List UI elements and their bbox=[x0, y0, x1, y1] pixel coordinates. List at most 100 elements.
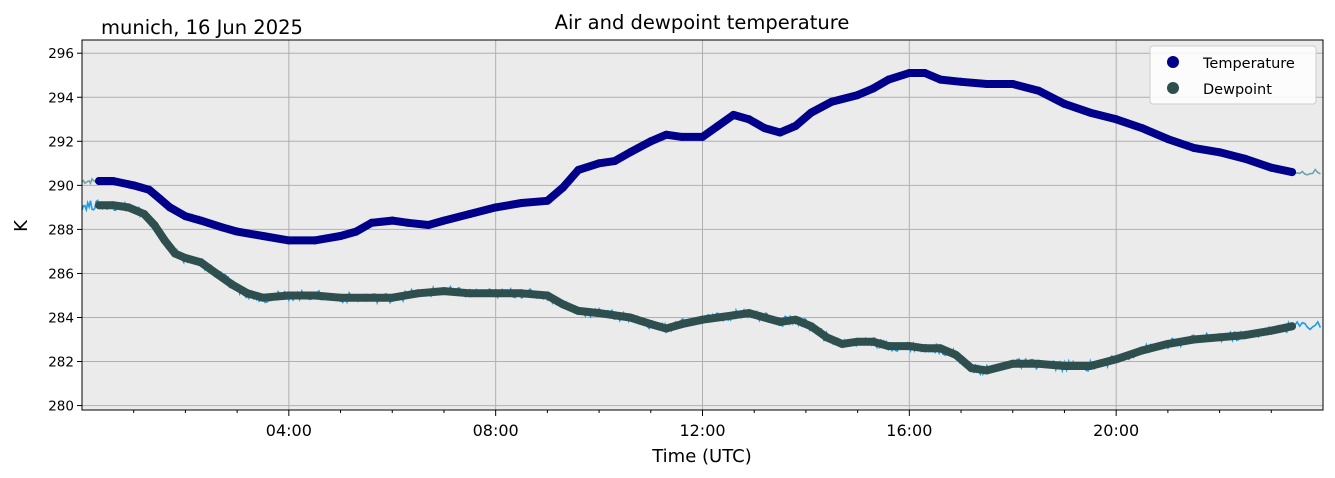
data-point-temperature bbox=[367, 218, 376, 227]
data-point-dewpoint bbox=[1215, 333, 1224, 342]
data-point-dewpoint bbox=[1060, 362, 1069, 370]
data-point-temperature bbox=[1086, 108, 1095, 117]
y-tick-label: 280 bbox=[48, 399, 74, 415]
y-tick-label: 286 bbox=[48, 266, 74, 282]
data-point-dewpoint bbox=[109, 201, 117, 210]
data-point-dewpoint bbox=[491, 289, 500, 298]
data-point-dewpoint bbox=[1163, 339, 1172, 348]
data-point-temperature bbox=[440, 216, 448, 225]
y-tick-label: 288 bbox=[48, 222, 74, 238]
data-point-dewpoint bbox=[791, 315, 800, 324]
data-point-dewpoint bbox=[951, 350, 960, 359]
data-point-temperature bbox=[853, 91, 862, 100]
data-point-temperature bbox=[181, 212, 190, 221]
series-markers bbox=[95, 69, 1296, 375]
data-point-temperature bbox=[1241, 154, 1250, 163]
data-point-temperature bbox=[543, 196, 552, 205]
data-point-dewpoint bbox=[920, 344, 929, 353]
data-point-temperature bbox=[729, 110, 738, 119]
data-point-temperature bbox=[776, 128, 785, 137]
data-point-temperature bbox=[145, 185, 154, 194]
data-point-temperature bbox=[662, 130, 671, 139]
data-point-dewpoint bbox=[1189, 335, 1198, 344]
data-point-dewpoint bbox=[160, 236, 169, 245]
y-tick-label: 292 bbox=[48, 134, 74, 150]
legend-marker-dewpoint bbox=[1167, 82, 1179, 94]
data-point-dewpoint bbox=[610, 311, 619, 320]
y-tick-label: 284 bbox=[48, 311, 74, 327]
data-point-dewpoint bbox=[150, 221, 159, 229]
data-point-dewpoint bbox=[936, 344, 945, 353]
data-point-temperature bbox=[109, 177, 117, 185]
data-point-dewpoint bbox=[1241, 331, 1250, 340]
data-point-dewpoint bbox=[1288, 322, 1296, 331]
data-point-temperature bbox=[196, 216, 205, 225]
data-point-temperature bbox=[558, 183, 567, 192]
data-point-temperature bbox=[284, 236, 293, 245]
data-point-dewpoint bbox=[982, 366, 991, 375]
data-point-temperature bbox=[352, 227, 361, 236]
chart-title: Air and dewpoint temperature bbox=[555, 11, 850, 34]
data-point-temperature bbox=[677, 132, 686, 141]
data-point-dewpoint bbox=[140, 210, 149, 218]
data-point-temperature bbox=[165, 203, 174, 212]
y-tick-label: 296 bbox=[48, 46, 74, 62]
data-point-dewpoint bbox=[181, 254, 190, 262]
data-point-temperature bbox=[336, 232, 345, 240]
data-point-temperature bbox=[827, 97, 836, 106]
data-point-dewpoint bbox=[677, 320, 686, 329]
data-point-temperature bbox=[1288, 168, 1296, 177]
data-point-temperature bbox=[1215, 148, 1224, 157]
data-point-dewpoint bbox=[124, 203, 133, 212]
data-point-dewpoint bbox=[1112, 355, 1121, 364]
data-point-temperature bbox=[259, 232, 267, 240]
data-point-dewpoint bbox=[1267, 326, 1276, 335]
data-point-temperature bbox=[646, 137, 655, 146]
data-point-temperature bbox=[1163, 135, 1172, 144]
legend-box bbox=[1149, 45, 1317, 105]
legend-label-temperature: Temperature bbox=[1202, 56, 1295, 72]
data-point-dewpoint bbox=[228, 280, 236, 289]
data-point-dewpoint bbox=[212, 269, 221, 278]
y-tick-label: 282 bbox=[48, 355, 74, 371]
data-point-dewpoint bbox=[517, 289, 526, 298]
data-point-dewpoint bbox=[388, 293, 397, 302]
y-axis-label: K bbox=[11, 219, 32, 232]
x-tick-label: 20:00 bbox=[1093, 421, 1139, 440]
data-point-temperature bbox=[388, 216, 397, 225]
data-point-temperature bbox=[745, 115, 753, 124]
data-point-dewpoint bbox=[853, 337, 862, 346]
data-point-temperature bbox=[403, 218, 412, 227]
data-point-dewpoint bbox=[1138, 346, 1146, 355]
data-point-dewpoint bbox=[336, 293, 345, 302]
data-point-dewpoint bbox=[1086, 362, 1095, 370]
legend-label-dewpoint: Dewpoint bbox=[1203, 82, 1272, 98]
y-tick-label: 294 bbox=[48, 90, 74, 106]
data-point-dewpoint bbox=[414, 289, 423, 298]
data-point-dewpoint bbox=[558, 300, 567, 309]
data-point-temperature bbox=[869, 84, 878, 93]
data-point-temperature bbox=[310, 236, 319, 245]
data-point-temperature bbox=[884, 75, 893, 84]
x-tick-label: 08:00 bbox=[473, 421, 519, 440]
data-point-dewpoint bbox=[838, 339, 847, 348]
data-point-dewpoint bbox=[196, 258, 205, 267]
data-point-dewpoint bbox=[884, 342, 893, 351]
data-point-temperature bbox=[1112, 115, 1121, 124]
data-point-temperature bbox=[936, 75, 945, 84]
legend-marker-temperature bbox=[1167, 56, 1179, 68]
data-point-temperature bbox=[905, 69, 914, 77]
data-point-dewpoint bbox=[171, 249, 180, 258]
chart-subtitle: munich, 16 Jun 2025 bbox=[101, 16, 303, 39]
data-point-dewpoint bbox=[905, 342, 914, 351]
data-point-temperature bbox=[95, 177, 104, 185]
data-point-temperature bbox=[760, 124, 769, 133]
data-point-dewpoint bbox=[760, 313, 769, 322]
data-point-dewpoint bbox=[243, 289, 252, 298]
data-point-temperature bbox=[610, 157, 619, 166]
data-point-dewpoint bbox=[714, 313, 722, 322]
data-point-temperature bbox=[1060, 99, 1069, 108]
data-point-temperature bbox=[491, 203, 500, 212]
data-point-dewpoint bbox=[543, 291, 552, 300]
